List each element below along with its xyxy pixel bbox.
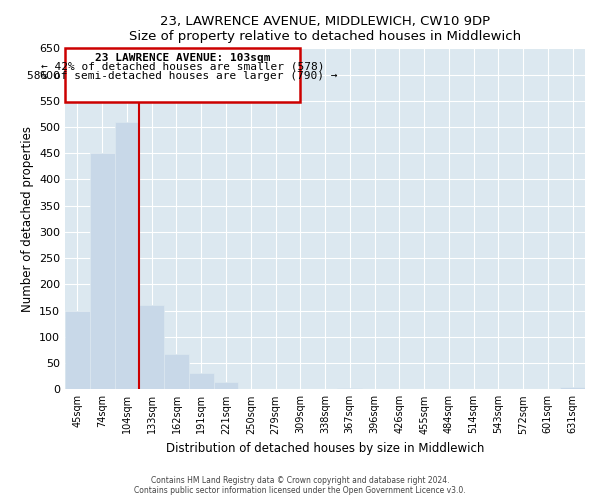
- Bar: [139, 306, 164, 390]
- Bar: [560, 386, 585, 390]
- Bar: [337, 388, 362, 390]
- Text: Contains HM Land Registry data © Crown copyright and database right 2024.
Contai: Contains HM Land Registry data © Crown c…: [134, 476, 466, 495]
- Bar: [164, 354, 189, 390]
- Text: ← 42% of detached houses are smaller (578): ← 42% of detached houses are smaller (57…: [41, 62, 325, 72]
- X-axis label: Distribution of detached houses by size in Middlewich: Distribution of detached houses by size …: [166, 442, 484, 455]
- FancyBboxPatch shape: [65, 48, 300, 102]
- Y-axis label: Number of detached properties: Number of detached properties: [20, 126, 34, 312]
- Bar: [214, 382, 238, 390]
- Text: 58% of semi-detached houses are larger (790) →: 58% of semi-detached houses are larger (…: [28, 71, 338, 81]
- Bar: [90, 153, 115, 390]
- Bar: [189, 372, 214, 390]
- Text: 23 LAWRENCE AVENUE: 103sqm: 23 LAWRENCE AVENUE: 103sqm: [95, 53, 271, 63]
- Bar: [115, 122, 139, 390]
- Bar: [65, 310, 90, 390]
- Title: 23, LAWRENCE AVENUE, MIDDLEWICH, CW10 9DP
Size of property relative to detached : 23, LAWRENCE AVENUE, MIDDLEWICH, CW10 9D…: [129, 15, 521, 43]
